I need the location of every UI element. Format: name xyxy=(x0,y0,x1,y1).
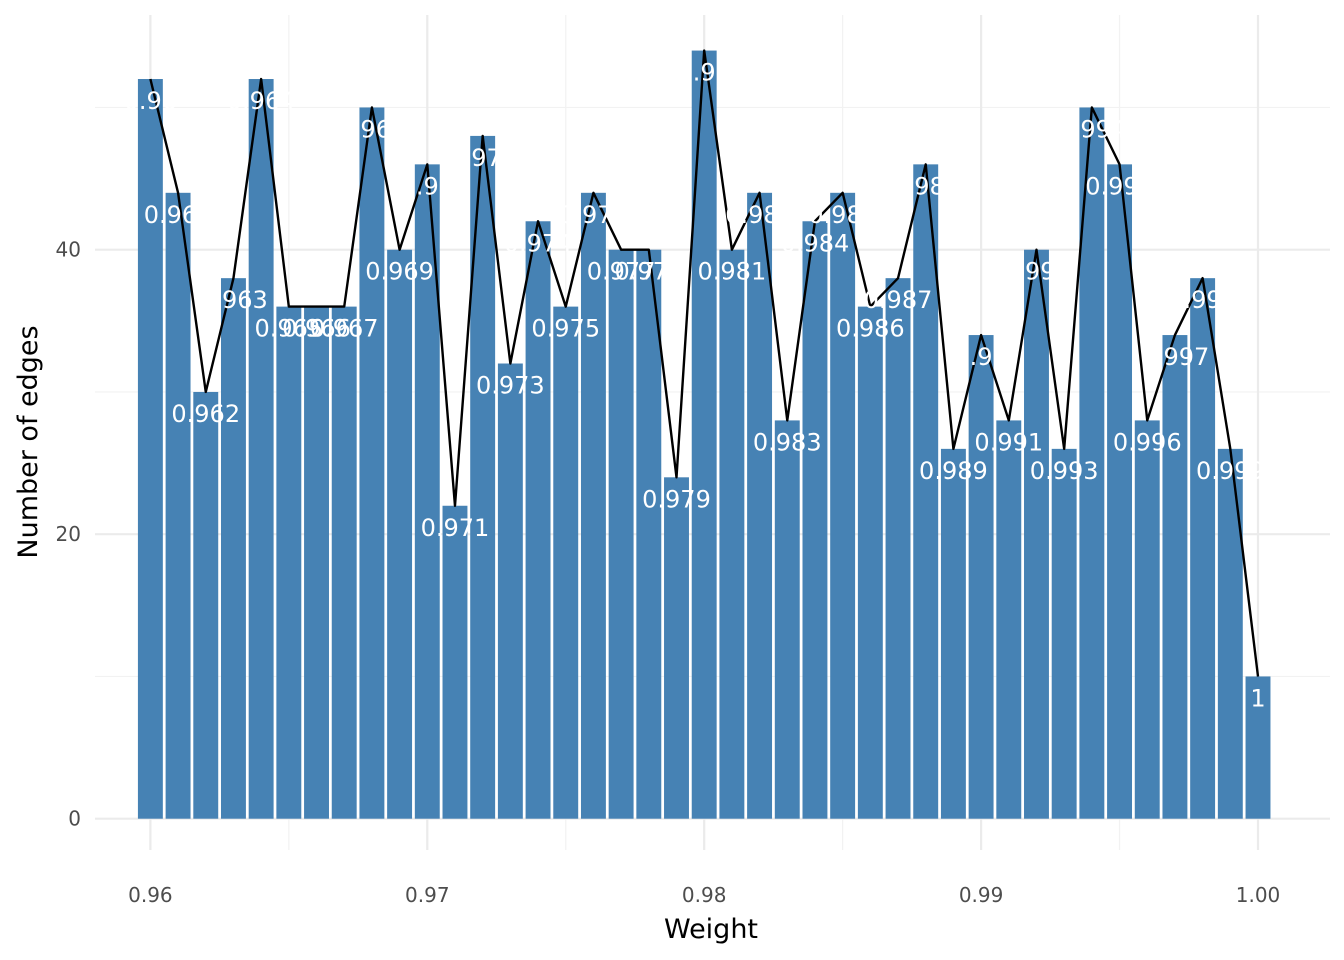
bar-label: 0.969 xyxy=(365,258,434,286)
bar-label: 0.985 xyxy=(808,201,877,229)
bar-label: 0.998 xyxy=(1168,286,1237,314)
bar-label: 1 xyxy=(1250,684,1265,712)
bar-label: 0.984 xyxy=(781,229,850,257)
bar xyxy=(1051,448,1077,819)
bar-label: 0.97 xyxy=(401,172,454,200)
bar xyxy=(1024,249,1049,819)
bar xyxy=(857,306,883,819)
bar xyxy=(996,420,1022,819)
bar-label: 0.961 xyxy=(144,201,213,229)
bar xyxy=(276,306,302,819)
bar xyxy=(691,50,717,819)
x-tick-label: 0.96 xyxy=(128,883,173,907)
x-tick-label: 1.00 xyxy=(1236,883,1281,907)
bar-label: 0.99 xyxy=(954,343,1007,371)
bar xyxy=(802,221,828,819)
bar-label: 0.981 xyxy=(698,258,767,286)
trend-line-path xyxy=(149,49,1260,677)
bar-label: 0.976 xyxy=(559,201,628,229)
bar-label: 0.986 xyxy=(836,315,905,343)
bar-label: 0.98 xyxy=(677,59,730,87)
bar-label: 0.971 xyxy=(421,514,490,542)
trend-line xyxy=(149,49,1260,677)
y-tick-label: 40 xyxy=(56,238,81,262)
bar xyxy=(830,192,856,819)
x-tick-label: 0.99 xyxy=(959,883,1004,907)
bar xyxy=(940,448,966,819)
bar-label: 0.972 xyxy=(448,144,517,172)
bar-label: 0.974 xyxy=(504,229,573,257)
bar-label: 0.996 xyxy=(1113,428,1182,456)
bar xyxy=(525,221,551,819)
bar xyxy=(1107,164,1133,819)
bar xyxy=(220,278,246,819)
bar-label: 0.963 xyxy=(199,286,268,314)
bar-label: 0.994 xyxy=(1058,115,1127,143)
y-tick-label: 0 xyxy=(68,807,81,831)
bar xyxy=(442,505,468,819)
x-axis-title: Weight xyxy=(664,914,758,945)
bar xyxy=(553,306,579,819)
bar-label: 0.989 xyxy=(919,457,988,485)
bar-label: 0.988 xyxy=(891,172,960,200)
bar xyxy=(636,249,662,819)
bar xyxy=(304,306,329,819)
bar-label: 0.967 xyxy=(310,315,379,343)
bar xyxy=(1079,107,1105,819)
bar xyxy=(1245,676,1271,819)
bar-label: 0.975 xyxy=(531,315,600,343)
bar-label: 0.999 xyxy=(1196,457,1265,485)
bar-label: 0.966 xyxy=(282,315,351,343)
bar xyxy=(248,79,274,819)
bar-label: 0.982 xyxy=(725,201,794,229)
x-tick-label: 0.98 xyxy=(682,883,727,907)
bar-label: 0.987 xyxy=(864,286,933,314)
bar-label: 0.993 xyxy=(1030,457,1099,485)
bar-label: 0.964 xyxy=(227,87,296,115)
bar xyxy=(664,477,689,819)
bar xyxy=(165,192,191,819)
bar-label: 0.968 xyxy=(338,115,407,143)
bar-label: 0.991 xyxy=(974,428,1043,456)
bar-label: 0.978 xyxy=(614,258,683,286)
bar xyxy=(747,192,773,819)
bar xyxy=(331,306,357,819)
bar-label: 0.992 xyxy=(1002,258,1071,286)
bar-label: 0.979 xyxy=(642,485,711,513)
bar-label: 0.962 xyxy=(171,400,240,428)
bar xyxy=(1217,448,1243,819)
bar xyxy=(968,335,994,819)
bar-label: 0.965 xyxy=(254,315,323,343)
bar-label: 0.973 xyxy=(476,372,545,400)
bar xyxy=(137,79,163,819)
bar xyxy=(774,420,800,819)
bar xyxy=(387,249,413,819)
bar xyxy=(1190,278,1216,819)
x-axis-ticks: 0.96 0.97 0.98 0.99 1.00 xyxy=(128,883,1280,907)
bar-label: 0.995 xyxy=(1085,172,1154,200)
y-axis-ticks: 0 20 40 xyxy=(56,238,81,831)
bar xyxy=(1162,335,1188,819)
bar xyxy=(193,391,219,819)
bar xyxy=(608,249,634,819)
bar-label: 0.977 xyxy=(587,258,656,286)
bar xyxy=(497,363,523,819)
x-tick-label: 0.97 xyxy=(405,883,450,907)
bar-label: 0.997 xyxy=(1141,343,1210,371)
y-tick-label: 20 xyxy=(56,522,81,546)
bar xyxy=(1134,420,1160,819)
bar xyxy=(885,278,911,819)
bar xyxy=(359,107,385,819)
bar xyxy=(580,192,606,819)
bar xyxy=(913,164,939,819)
bar-label: 0.983 xyxy=(753,428,822,456)
bars xyxy=(137,50,1271,819)
y-axis-title: Number of edges xyxy=(13,325,44,558)
bar xyxy=(719,249,745,819)
bar-label: 0.96 xyxy=(124,87,177,115)
